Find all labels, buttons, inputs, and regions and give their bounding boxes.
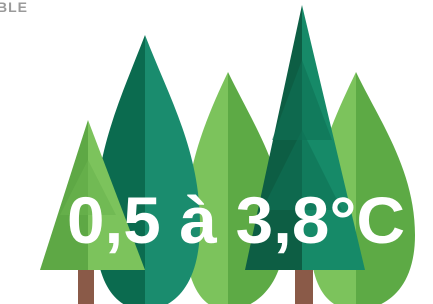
header-fragment: BLE bbox=[0, 0, 28, 15]
headline: 0,5 à 3,8°C bbox=[67, 183, 405, 257]
illustration: BLE 0,5 à 3,8°C bbox=[0, 0, 433, 304]
